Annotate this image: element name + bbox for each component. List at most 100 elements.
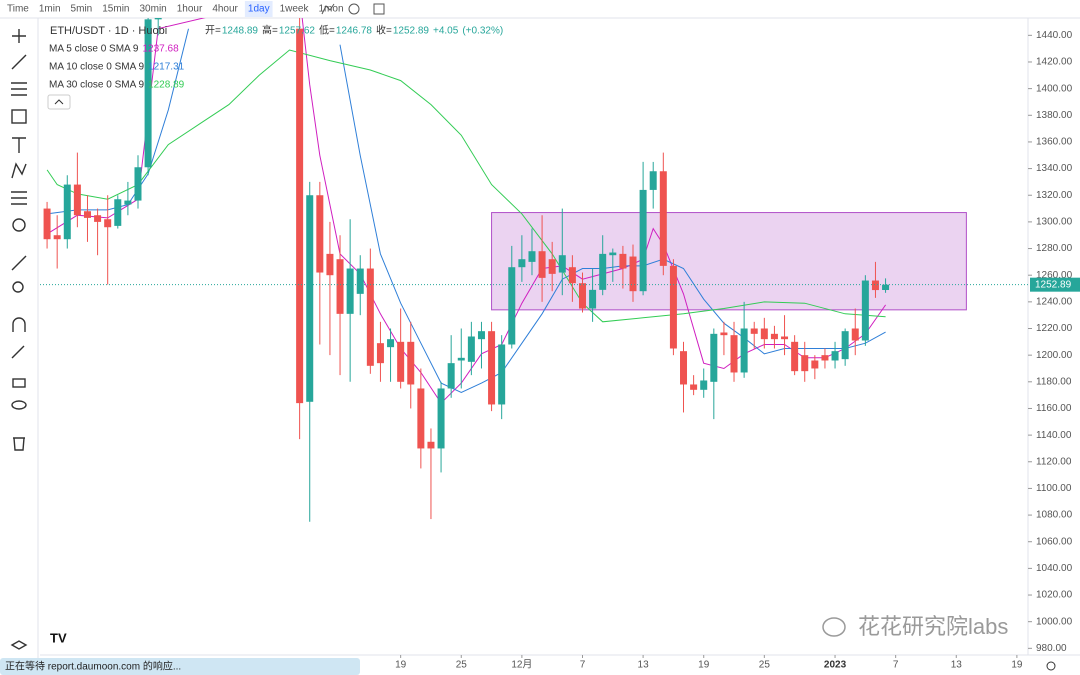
pattern-tool[interactable] [11,162,27,179]
candle-body [568,267,576,284]
candle-body [518,259,526,268]
lock-tool[interactable] [12,378,26,388]
candle [53,215,61,269]
shape-tool[interactable] [11,109,27,124]
interval-button[interactable]: 1hour [177,4,203,15]
layers-tool[interactable] [10,640,28,650]
interval-button[interactable]: 1day [248,4,270,15]
candle-body [417,388,425,449]
candle [821,348,829,369]
y-tick-label: 980.00 [1036,643,1067,654]
candle [43,201,51,249]
candle [831,341,839,369]
channel-tool[interactable] [11,82,27,96]
magnet-tool[interactable] [12,317,26,332]
interval-button[interactable]: 30min [139,4,166,15]
pencil-tool[interactable] [11,345,25,359]
trash-tool[interactable] [13,437,25,451]
candle [457,328,465,389]
interval-button[interactable]: 4hour [212,4,238,15]
interval-button[interactable]: 15min [102,4,129,15]
y-tick-label: 1440.00 [1036,30,1073,41]
candle [528,228,536,276]
last-price-label: 1252.89 [1035,279,1072,290]
candle-body [306,195,314,402]
y-tick-label: 1420.00 [1036,57,1073,68]
candle [801,341,809,382]
toolbar-icon[interactable] [321,3,335,15]
last-price-tag [1030,277,1080,292]
candle [104,195,112,285]
candle [841,328,849,366]
crosshair-tool[interactable] [12,29,26,43]
candle-body [296,28,304,404]
candle-body [397,341,405,382]
candle-body [376,343,384,364]
candle [336,235,344,376]
candle-body [770,333,778,340]
candle [346,219,354,382]
x-tick-label: 12月 [511,659,532,671]
candle [700,368,708,398]
candle-body [690,384,698,390]
candle-body [791,341,799,372]
interval-button[interactable]: Time [7,4,29,15]
candle-body [83,211,91,218]
candle-body [104,219,112,228]
candle [144,18,152,176]
legend-name: MA 5 close 0 SMA 9 [49,44,139,55]
watermark-icon [822,617,846,637]
candle-body [346,268,354,314]
zone-box [491,212,967,311]
settings-icon[interactable] [1046,661,1056,671]
candle [518,235,526,282]
candle [376,321,384,382]
emoji-tool[interactable] [12,218,26,232]
text-tool[interactable] [12,137,26,153]
measure-tool[interactable] [11,255,27,271]
candle-body [144,19,152,168]
plot-area [43,18,967,522]
fib-tool[interactable] [11,191,27,205]
candle-body [740,328,748,373]
candle-body [811,360,819,369]
eye-tool[interactable] [11,400,27,410]
candle [568,255,576,302]
candle [467,321,475,376]
candle-body [508,267,516,345]
line-tool[interactable] [11,54,27,70]
candle [589,268,597,322]
candle [447,335,455,398]
y-tick-label: 1140.00 [1036,430,1072,441]
toolbar-icon[interactable] [348,3,360,15]
interval-button[interactable]: 1week [280,4,310,15]
zoom-tool[interactable] [12,281,24,293]
interval-button[interactable]: 5min [71,4,93,15]
candle-body [548,259,556,274]
y-tick-label: 1340.00 [1036,163,1073,174]
collapse-button[interactable] [47,94,71,110]
y-tick-label: 1300.00 [1036,217,1073,228]
candle [114,195,122,229]
candle-body [730,335,738,373]
candle [558,208,566,296]
candle-body [114,199,122,226]
x-tick-label: 13 [638,660,650,671]
interval-button[interactable]: 1min [39,4,61,15]
y-tick-label: 1380.00 [1036,110,1073,121]
candle-body [589,289,597,309]
candle-body [528,251,536,262]
candle [720,321,728,356]
candle [740,301,748,378]
ohlc-text: 低= [319,24,335,37]
legend-value: 1228.89 [148,80,185,91]
candle-body [781,336,789,340]
candle-body [457,357,465,361]
candle [407,321,415,409]
toolbar-icon[interactable] [373,3,385,15]
candle [477,321,485,369]
status-text: 正在等待 report.daumoon.com 的响应... [5,660,181,673]
candle-body [437,388,445,449]
y-tick-label: 1280.00 [1036,243,1073,254]
x-tick-label: 7 [893,660,899,671]
